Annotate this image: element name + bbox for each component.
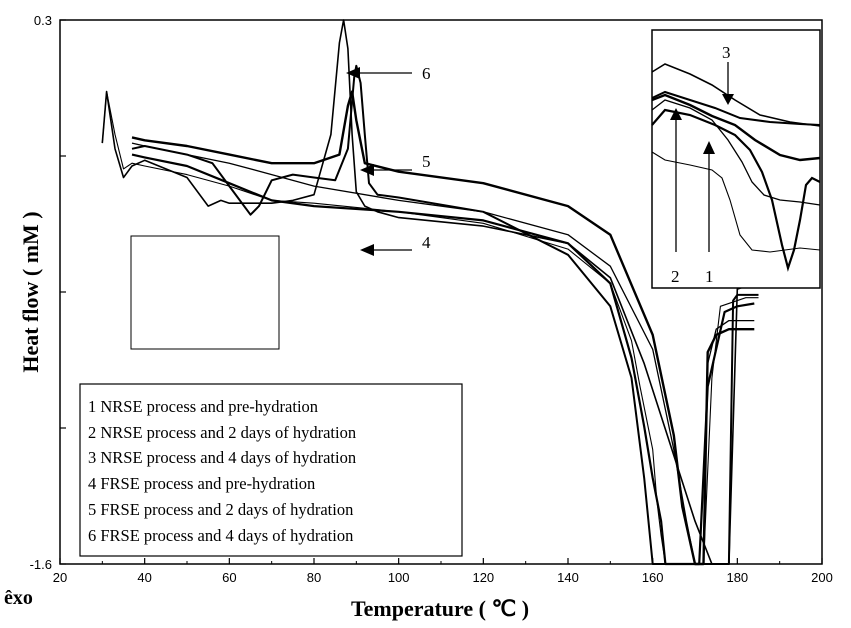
x-tick-label: 100 bbox=[388, 570, 410, 585]
x-tick-label: 180 bbox=[726, 570, 748, 585]
series-line-3 bbox=[131, 142, 755, 565]
peak-arrowhead-5 bbox=[360, 164, 374, 176]
legend-entry: 3 NRSE process and 4 days of hydration bbox=[88, 448, 356, 467]
series-group bbox=[101, 19, 759, 566]
x-tick-label: 20 bbox=[53, 570, 67, 585]
x-tick-label: 60 bbox=[222, 570, 236, 585]
x-tick-label: 120 bbox=[472, 570, 494, 585]
inset-curve-2 bbox=[651, 108, 821, 272]
x-tick-label: 140 bbox=[557, 570, 579, 585]
inset-curve-6 bbox=[651, 63, 821, 127]
x-tick-label: 200 bbox=[811, 570, 833, 585]
y-axis-title: Heat flow ( mM ) bbox=[18, 211, 43, 372]
peak-label-6: 6 bbox=[422, 64, 431, 83]
inset: 3 2 1 bbox=[651, 29, 821, 289]
series-line-5 bbox=[131, 64, 759, 565]
x-tick-label: 160 bbox=[642, 570, 664, 585]
inset-arrowhead-1 bbox=[703, 141, 715, 154]
legend-entry: 1 NRSE process and pre-hydration bbox=[88, 397, 318, 416]
zoom-box bbox=[130, 235, 280, 350]
x-tick-label: 80 bbox=[307, 570, 321, 585]
y-axis bbox=[60, 19, 66, 565]
inset-label-1: 1 bbox=[705, 267, 714, 286]
inset-label-3: 3 bbox=[722, 43, 731, 62]
inset-arrowhead-2 bbox=[670, 108, 682, 120]
legend-entry: 2 NRSE process and 2 days of hydration bbox=[88, 423, 356, 442]
legend-frame bbox=[79, 383, 463, 557]
x-tick-label: 40 bbox=[137, 570, 151, 585]
legend-entry: 4 FRSE process and pre-hydration bbox=[88, 474, 315, 493]
exo-label: êxo bbox=[4, 587, 33, 609]
legend-entry: 5 FRSE process and 2 days of hydration bbox=[88, 500, 353, 519]
y-tick-label: -1.6 bbox=[30, 557, 52, 572]
peak-arrowhead-4 bbox=[360, 244, 374, 256]
x-axis-title: Temperature ( ℃ ) bbox=[351, 596, 529, 621]
inset-curve-5 bbox=[651, 90, 821, 126]
peak-annotations: 6 5 4 bbox=[346, 64, 431, 256]
peak-label-4: 4 bbox=[422, 233, 431, 252]
inset-curve-1 bbox=[651, 151, 821, 253]
legend: 1 NRSE process and pre-hydration 2 NRSE … bbox=[79, 383, 463, 557]
inset-arrowhead-3 bbox=[722, 94, 734, 105]
peak-label-5: 5 bbox=[422, 152, 431, 171]
x-axis: 20 40 60 80 100 120 140 160 180 200 bbox=[53, 558, 833, 585]
series-line-6 bbox=[101, 19, 747, 565]
legend-entry: 6 FRSE process and 4 days of hydration bbox=[88, 526, 353, 545]
series-line-4 bbox=[131, 90, 755, 566]
y-tick-label: 0.3 bbox=[34, 13, 52, 28]
peak-arrowhead-6 bbox=[346, 67, 360, 79]
inset-curve-3 bbox=[651, 99, 821, 206]
inset-label-2: 2 bbox=[671, 267, 680, 286]
inset-curve-4 bbox=[651, 93, 821, 162]
